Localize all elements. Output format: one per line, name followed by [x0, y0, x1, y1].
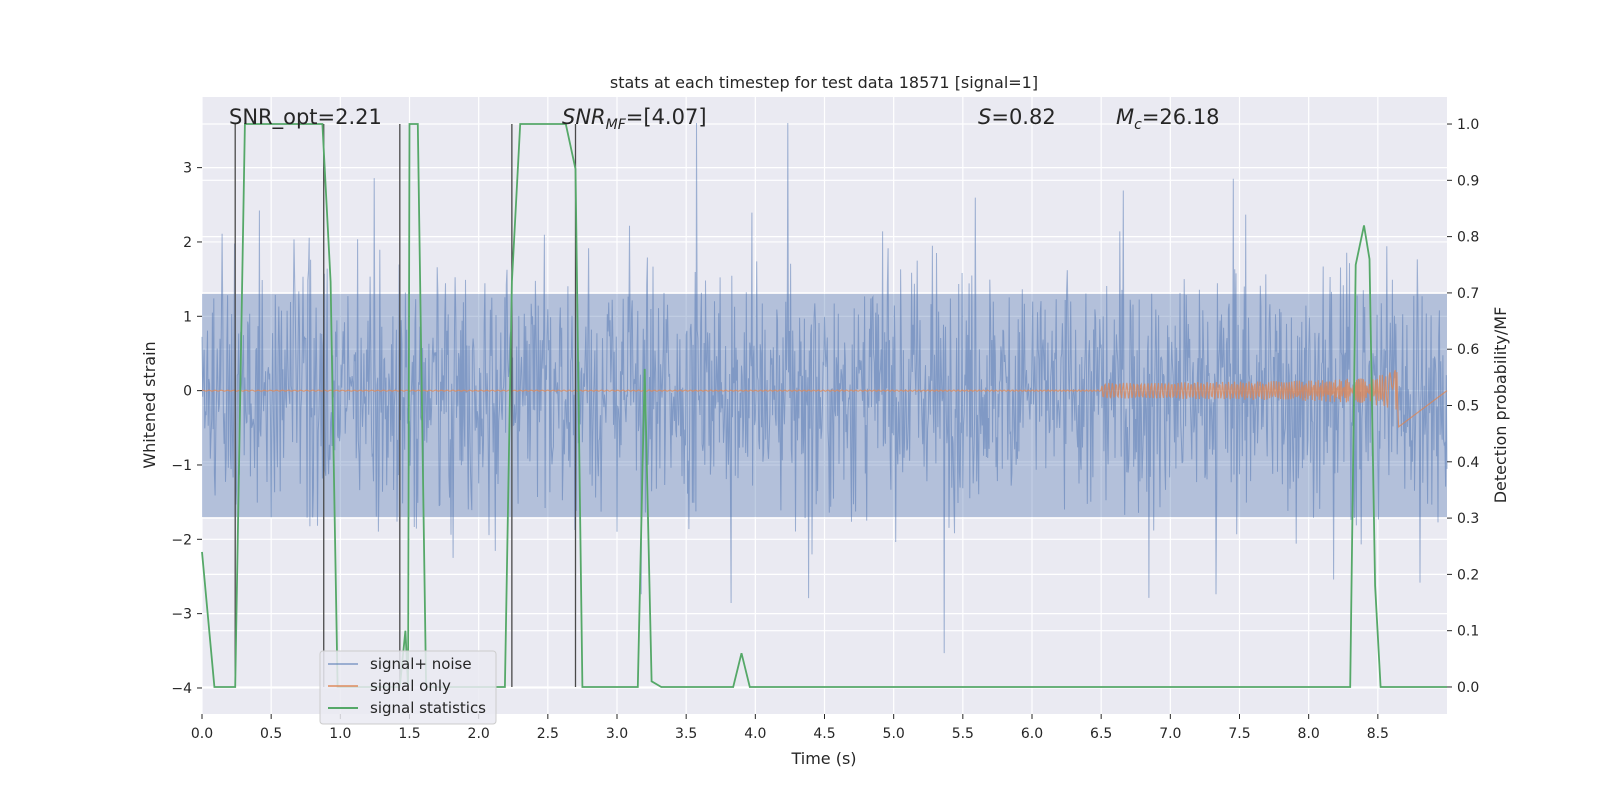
y-tick-label: 0 [183, 384, 192, 400]
y2-tick-label: 0.3 [1457, 511, 1479, 527]
signal-line [201, 369, 1448, 428]
y2-axis-ticks: 0.0 0.1 0.2 0.3 0.4 0.5 0.6 0.7 0.8 0.9 1.0 [1447, 117, 1479, 696]
legend: signal+ noise signal only signal statist… [319, 650, 497, 725]
y2-tick-label: 0.2 [1457, 567, 1479, 583]
y-tick-label: 1 [183, 309, 192, 325]
annotation-snr-opt: SNR_opt=2.21 [229, 105, 382, 130]
annotation-mc: Mc=26.18 [1116, 105, 1220, 133]
annotation-s-main: S [978, 105, 991, 129]
x-tick-label: 1.5 [398, 726, 420, 742]
y2-tick-label: 0.6 [1457, 342, 1479, 358]
y-tick-label: 3 [183, 161, 192, 177]
x-tick-label: 4.0 [744, 726, 766, 742]
y2-tick-label: 0.1 [1457, 624, 1479, 640]
annotation-mc-sub: c [1134, 117, 1142, 133]
legend-label-stats: signal statistics [370, 699, 486, 717]
signal-only-series [201, 369, 1448, 428]
x-tick-label: 4.5 [813, 726, 835, 742]
x-tick-label: 1.0 [329, 726, 351, 742]
legend-label-signal: signal only [370, 677, 451, 695]
y-axis-ticks: −4 −3 −2 −1 0 1 2 3 [171, 161, 202, 697]
y2-axis-label: Detection probability/MF [1491, 307, 1510, 504]
y2-tick-label: 0.0 [1457, 680, 1479, 696]
annotation-mc-main: M [1116, 105, 1134, 129]
y-axis-label: Whitened strain [140, 341, 159, 468]
chart-title: stats at each timestep for test data 185… [610, 73, 1038, 92]
y-tick-label: −1 [171, 458, 192, 474]
x-axis-label: Time (s) [790, 749, 856, 768]
x-tick-label: 2.5 [537, 726, 559, 742]
annotation-s-value: =0.82 [991, 105, 1055, 129]
x-tick-label: 8.5 [1367, 726, 1389, 742]
x-tick-label: 7.0 [1159, 726, 1181, 742]
x-tick-label: 2.0 [468, 726, 490, 742]
annotation-mc-value: =26.18 [1142, 105, 1220, 129]
y2-tick-label: 0.7 [1457, 286, 1479, 302]
x-tick-label: 6.0 [1021, 726, 1043, 742]
x-tick-label: 0.5 [260, 726, 282, 742]
annotation-snr-mf-value: =[4.07] [626, 105, 707, 129]
noise-band [202, 293, 1447, 518]
y-tick-label: −2 [171, 532, 192, 548]
x-tick-label: 3.0 [606, 726, 628, 742]
x-tick-label: 8.0 [1298, 726, 1320, 742]
x-tick-label: 5.0 [883, 726, 905, 742]
y2-tick-label: 0.5 [1457, 399, 1479, 415]
y2-tick-label: 0.9 [1457, 173, 1479, 189]
y2-tick-label: 0.8 [1457, 230, 1479, 246]
annotation-s: S=0.82 [978, 105, 1056, 129]
x-tick-label: 5.5 [952, 726, 974, 742]
grid-lines [201, 97, 1447, 714]
x-tick-label: 3.5 [675, 726, 697, 742]
annotation-snr-mf: SNRMF=[4.07] [562, 105, 707, 133]
y2-tick-label: 1.0 [1457, 117, 1479, 133]
y-tick-label: 2 [183, 235, 192, 251]
x-axis-ticks: 0.0 0.5 1.0 1.5 2.0 2.5 3.0 3.5 4.0 4.5 5.0 5.5 6.0 6… [191, 714, 1389, 742]
y-tick-label: −4 [171, 681, 192, 697]
x-tick-label: 6.5 [1090, 726, 1112, 742]
annotation-snr-mf-sub: MF [606, 117, 627, 133]
x-tick-label: 0.0 [191, 726, 213, 742]
y-tick-label: −3 [171, 607, 192, 623]
legend-label-noise: signal+ noise [370, 655, 472, 673]
annotation-snr-mf-main: SNR [562, 105, 606, 129]
x-tick-label: 7.5 [1228, 726, 1250, 742]
legend-box [319, 650, 497, 725]
y2-tick-label: 0.4 [1457, 455, 1479, 471]
